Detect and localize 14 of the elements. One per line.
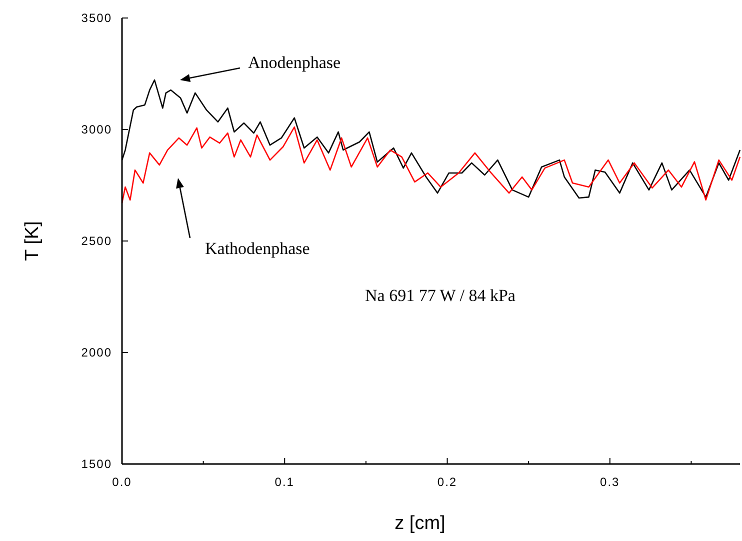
- y-axis-title: T [K]: [22, 221, 43, 261]
- y-tick-label: 3000: [81, 122, 112, 137]
- annotation: Anodenphase: [248, 53, 341, 72]
- x-tick-label: 0.3: [600, 475, 620, 489]
- x-tick-label: 0.1: [274, 475, 294, 489]
- y-tick-label: 2500: [81, 234, 112, 248]
- y-tick-label: 1500: [81, 457, 112, 472]
- x-tick-label: 0.2: [437, 475, 458, 489]
- y-tick-label: 3500: [81, 11, 112, 26]
- annotation: Kathodenphase: [205, 239, 310, 258]
- x-tick-label: 0.0: [112, 475, 132, 489]
- annotation: Na 691 77 W / 84 kPa: [365, 286, 516, 305]
- x-axis-title: z [cm]: [394, 513, 446, 534]
- y-tick-label: 2000: [81, 346, 112, 360]
